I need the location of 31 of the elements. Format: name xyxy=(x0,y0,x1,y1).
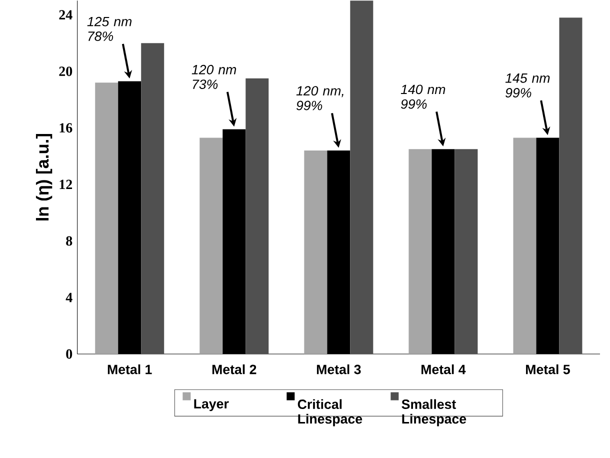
x-tick-label: Metal 1 xyxy=(108,364,152,374)
y-axis-title: ln (η) [a.u.] xyxy=(36,134,52,220)
annotation: 140 nm 99% xyxy=(400,84,446,109)
y-tick-label: 16 xyxy=(60,123,72,133)
legend-label: Smallest Linespace xyxy=(402,399,466,426)
y-tick-label: 20 xyxy=(59,66,72,76)
x-tick-label: Metal 5 xyxy=(526,364,570,374)
bar xyxy=(200,138,223,354)
bar xyxy=(559,18,582,354)
bar xyxy=(454,149,478,354)
y-tick-label: 4 xyxy=(66,292,72,302)
bar xyxy=(350,0,374,354)
y-tick-label: 8 xyxy=(66,236,72,246)
bar xyxy=(95,82,118,354)
annotation: 145 nm 99% xyxy=(505,74,550,98)
legend-label: Layer xyxy=(194,399,229,412)
x-tick-label: Metal 2 xyxy=(212,364,256,374)
y-tick-label: 12 xyxy=(60,180,72,190)
x-tick-label: Metal 3 xyxy=(316,364,361,374)
annotation: 125 nm 78% xyxy=(87,16,132,41)
legend-label: Critical Linespace xyxy=(298,399,362,426)
annotation: 120 nm, 99% xyxy=(296,86,344,110)
x-tick-label: Metal 4 xyxy=(422,364,466,374)
bar xyxy=(408,149,432,354)
bar xyxy=(141,43,164,354)
bar xyxy=(246,78,269,354)
annotation: 120 nm 73% xyxy=(192,64,236,90)
bar xyxy=(513,138,536,354)
bar xyxy=(304,150,328,354)
y-tick-label: 24 xyxy=(59,10,72,20)
y-tick-label: 0 xyxy=(66,349,72,359)
